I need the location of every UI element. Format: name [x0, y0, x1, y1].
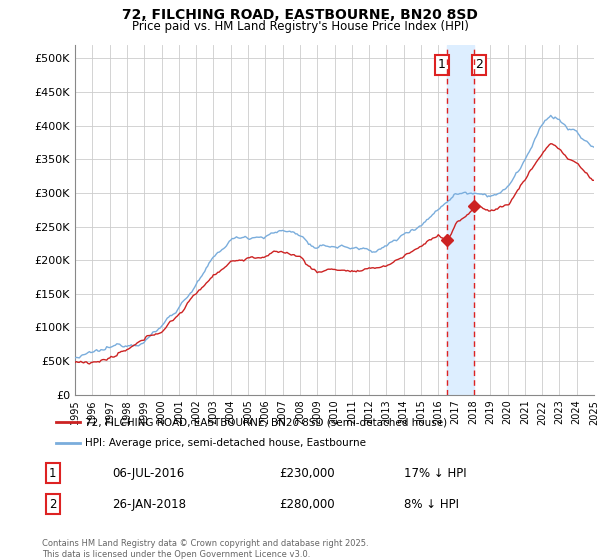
- Text: 1: 1: [49, 467, 56, 480]
- Text: 06-JUL-2016: 06-JUL-2016: [112, 467, 184, 480]
- Text: 1: 1: [438, 58, 446, 72]
- Text: £280,000: £280,000: [280, 498, 335, 511]
- Text: £230,000: £230,000: [280, 467, 335, 480]
- Text: 8% ↓ HPI: 8% ↓ HPI: [404, 498, 459, 511]
- Text: Price paid vs. HM Land Registry's House Price Index (HPI): Price paid vs. HM Land Registry's House …: [131, 20, 469, 32]
- Text: HPI: Average price, semi-detached house, Eastbourne: HPI: Average price, semi-detached house,…: [85, 438, 366, 448]
- Text: 2: 2: [49, 498, 56, 511]
- Bar: [447, 45, 474, 395]
- Text: 26-JAN-2018: 26-JAN-2018: [112, 498, 186, 511]
- Text: Contains HM Land Registry data © Crown copyright and database right 2025.
This d: Contains HM Land Registry data © Crown c…: [42, 539, 368, 559]
- Text: 2: 2: [475, 58, 483, 72]
- Text: 72, FILCHING ROAD, EASTBOURNE, BN20 8SD (semi-detached house): 72, FILCHING ROAD, EASTBOURNE, BN20 8SD …: [85, 417, 448, 427]
- Text: 72, FILCHING ROAD, EASTBOURNE, BN20 8SD: 72, FILCHING ROAD, EASTBOURNE, BN20 8SD: [122, 8, 478, 22]
- Text: 17% ↓ HPI: 17% ↓ HPI: [404, 467, 466, 480]
